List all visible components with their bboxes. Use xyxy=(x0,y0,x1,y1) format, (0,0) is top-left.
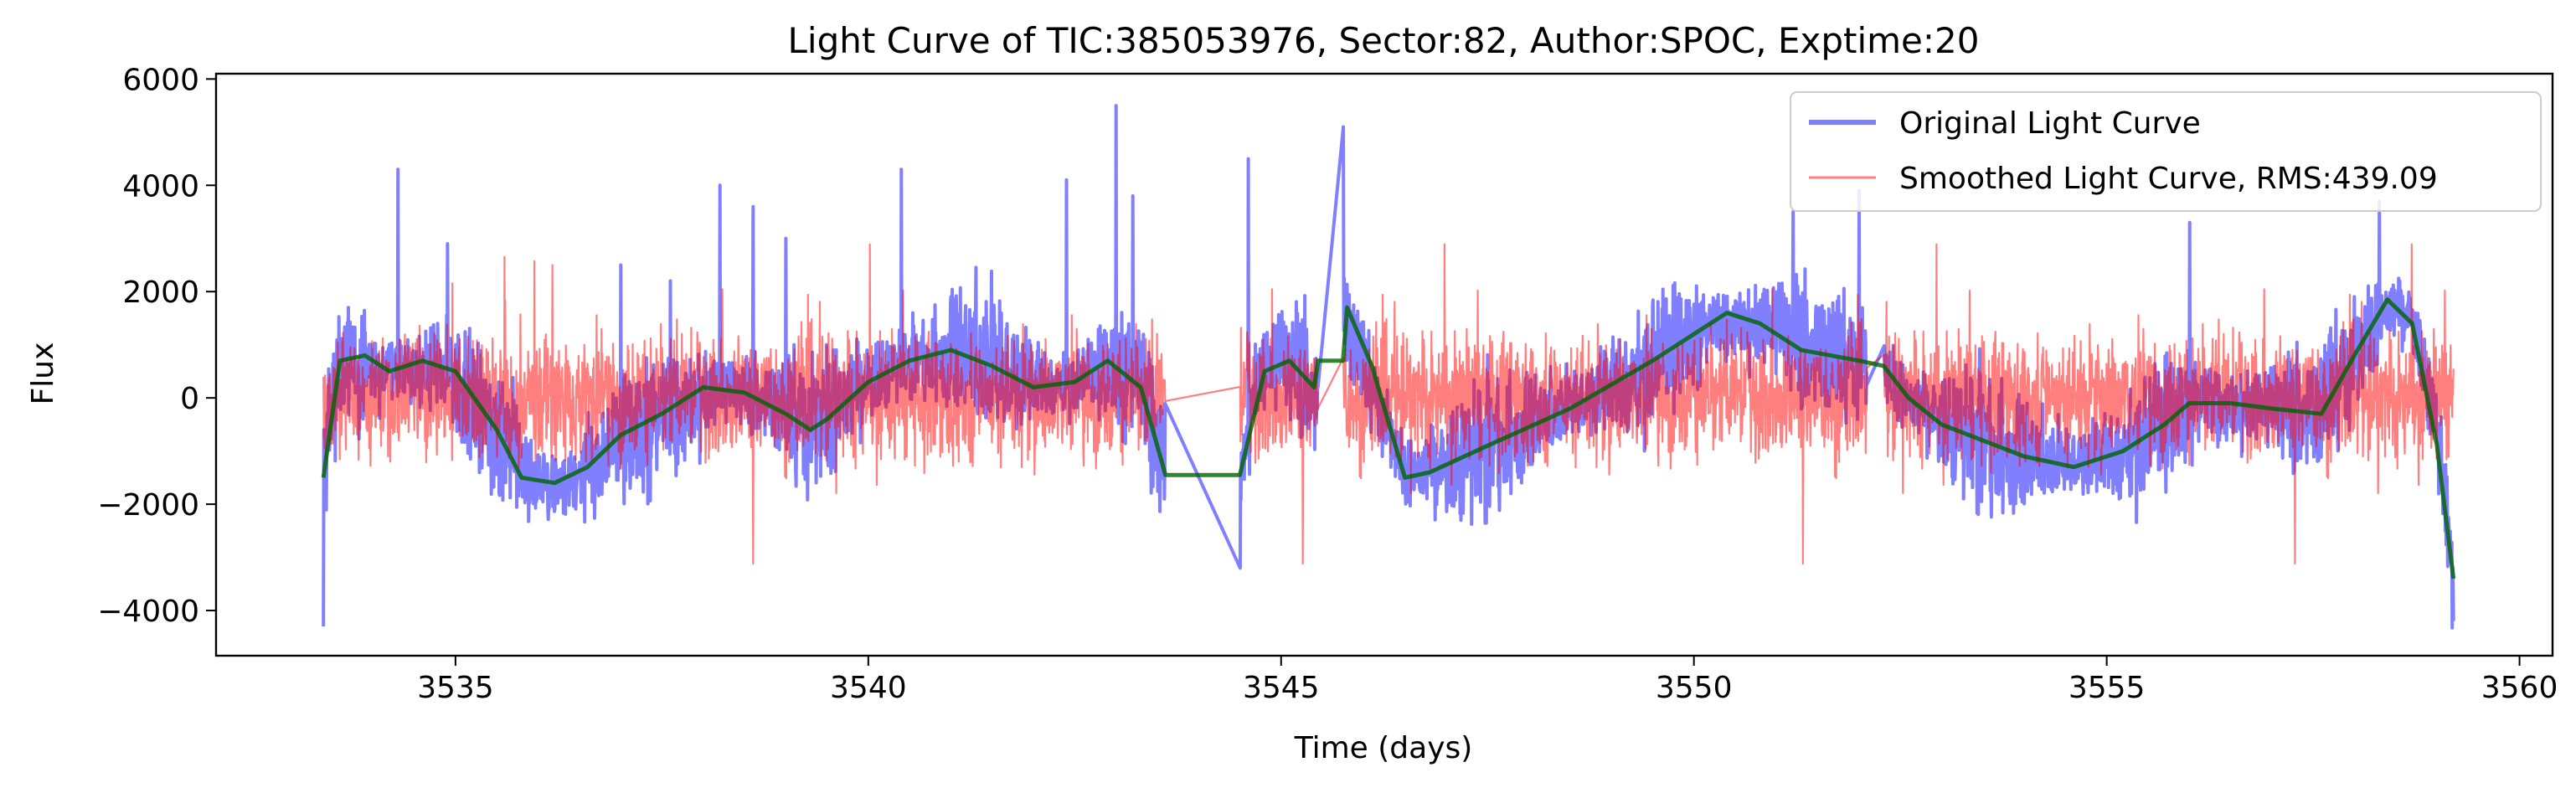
x-tick-label: 3545 xyxy=(1243,671,1320,705)
x-tick-label: 3540 xyxy=(830,671,907,705)
series-smoothed-light-curve xyxy=(322,243,2455,565)
y-axis: −4000 −2000 0 2000 4000 6000 xyxy=(97,63,216,629)
series-trend-line xyxy=(321,297,2456,579)
y-tick-label: −2000 xyxy=(97,488,199,523)
y-tick-label: 0 xyxy=(180,382,199,416)
y-tick-label: 4000 xyxy=(122,169,199,203)
legend-box xyxy=(1790,91,2542,212)
x-tick-label: 3535 xyxy=(417,671,494,705)
y-axis-label: Flux xyxy=(26,342,60,405)
x-tick-label: 3550 xyxy=(1656,671,1733,705)
legend: Original Light Curve Smoothed Light Curv… xyxy=(1790,91,2542,212)
legend-label-smoothed: Smoothed Light Curve, RMS:439.09 xyxy=(1899,162,2438,196)
legend-label-original: Original Light Curve xyxy=(1899,106,2201,141)
chart-title: Light Curve of TIC:385053976, Sector:82,… xyxy=(788,20,1980,61)
x-axis: 3535 3540 3545 3550 3555 3560 xyxy=(417,656,2558,705)
x-tick-label: 3555 xyxy=(2069,671,2146,705)
plot-frame xyxy=(214,72,2554,657)
x-axis-label: Time (days) xyxy=(1294,731,1473,765)
y-tick-label: 2000 xyxy=(122,276,199,310)
y-tick-label: 6000 xyxy=(122,63,199,97)
x-tick-label: 3560 xyxy=(2481,671,2558,705)
series-original-light-curve xyxy=(322,104,2455,630)
y-tick-label: −4000 xyxy=(97,595,199,629)
plot-area xyxy=(214,72,2554,657)
